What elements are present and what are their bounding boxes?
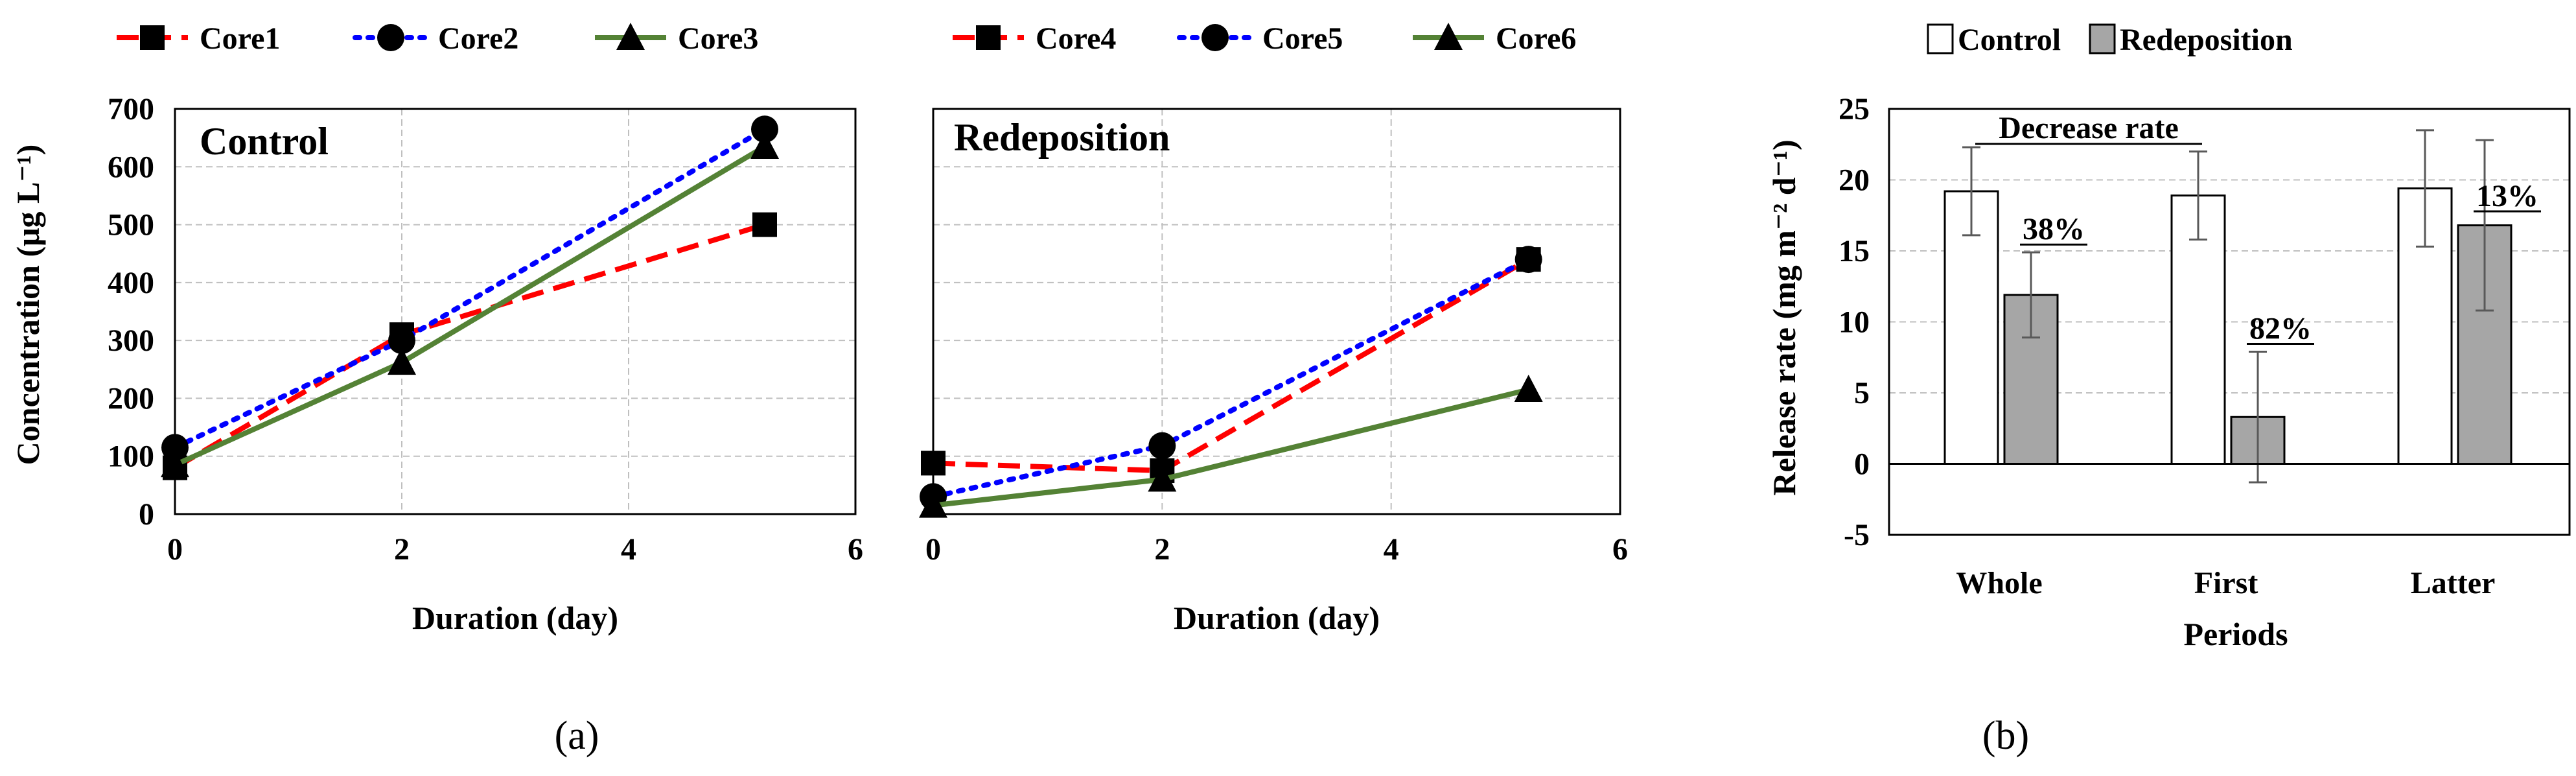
- control-y-tick-label: 700: [108, 92, 154, 126]
- decrease-rate-label: 38%: [2023, 212, 2085, 246]
- core3-legend-label: Core3: [678, 21, 758, 56]
- control-line-chart: 0 2 4 6 0 100 200 300 400 500 600 700 Core1 Core2 Core…: [10, 21, 863, 758]
- control-x-tick-label: 2: [394, 532, 410, 567]
- control-panel-label: Control: [200, 120, 329, 163]
- core3-data-point: [750, 132, 779, 159]
- core4-legend-label: Core4: [1036, 21, 1116, 56]
- bar-y-tick-label: 5: [1854, 376, 1870, 410]
- bar-y-tick-label: 0: [1854, 447, 1870, 482]
- control-x-axis-title: Duration (day): [412, 600, 618, 636]
- core2-legend-marker: [377, 24, 404, 51]
- redeposition-panel-label: Redeposition: [954, 116, 1170, 159]
- bar-y-axis-title: Release rate (mg m⁻² d⁻¹): [1766, 139, 1802, 495]
- control-x-tick-label: 4: [621, 532, 636, 567]
- redeposition-x-axis-title: Duration (day): [1174, 600, 1380, 636]
- bar-y-tick-label: 10: [1839, 305, 1870, 340]
- caption-b: (b): [1982, 714, 2029, 758]
- control-y-tick-label: 600: [108, 150, 154, 184]
- bar-y-tick-label: -5: [1844, 518, 1870, 552]
- control-y-tick-label: 0: [139, 497, 154, 532]
- bar-y-tick-label: 25: [1839, 92, 1870, 126]
- bar-plot-frame: [1888, 108, 2571, 536]
- control-y-tick-label: 100: [108, 440, 154, 474]
- redeposition-x-tick-label: 0: [925, 532, 941, 567]
- bar-x-axis-title: Periods: [2183, 616, 2288, 652]
- redeposition-x-tick-label: 4: [1384, 532, 1399, 567]
- bar-y-tick-label: 15: [1839, 234, 1870, 268]
- control-y-tick-label: 300: [108, 323, 154, 358]
- core6-legend-marker: [1434, 23, 1463, 50]
- core2-data-point: [751, 115, 778, 143]
- core6-data-point: [1148, 464, 1177, 492]
- control-y-axis-title: Concentration (μg L⁻¹): [10, 145, 46, 465]
- decrease-rate-label: 82%: [2249, 311, 2312, 346]
- redeposition-line-chart: 0 2 4 6 Core4 Core5 Core6 Redeposition Duratio…: [919, 21, 1628, 636]
- redeposition-legend-swatch: [2089, 23, 2116, 54]
- core5-legend-marker: [1201, 24, 1229, 51]
- core2-legend-label: Core2: [438, 21, 518, 56]
- core5-data-point: [1514, 246, 1542, 274]
- redeposition-x-tick-label: 2: [1154, 532, 1170, 567]
- decrease-rate-label: 13%: [2476, 179, 2538, 213]
- core3-data-point: [388, 347, 416, 375]
- core5-legend-label: Core5: [1262, 21, 1343, 56]
- control-x-tick-label: 0: [167, 532, 183, 567]
- core4-legend-marker: [976, 25, 1001, 50]
- redeposition-plot-frame: [932, 108, 1621, 515]
- redeposition-x-tick-label: 6: [1612, 532, 1628, 567]
- bar-y-tick-label: 20: [1839, 163, 1870, 198]
- release-rate-bar-chart: 38% 82% 13% Decrease rate -5 0 5 10 15 20 25 Whole…: [1766, 23, 2571, 758]
- decrease-rate-title: Decrease rate: [1999, 111, 2179, 145]
- bar-category-label: First: [2194, 566, 2258, 600]
- core6-data-point: [1514, 375, 1543, 403]
- core1-data-point: [752, 212, 777, 237]
- caption-a: (a): [555, 714, 599, 758]
- bar-category-label: Latter: [2411, 566, 2496, 600]
- control-y-tick-label: 400: [108, 266, 154, 300]
- bar-category-label: Whole: [1956, 566, 2042, 600]
- core1-legend-label: Core1: [200, 21, 280, 56]
- control-x-tick-label: 6: [848, 532, 863, 567]
- core1-legend-marker: [140, 25, 165, 50]
- core6-legend-label: Core6: [1496, 21, 1576, 56]
- control-legend-swatch: [1927, 23, 1954, 54]
- control-plot-frame: [174, 108, 857, 515]
- control-y-tick-label: 500: [108, 208, 154, 242]
- core3-legend-marker: [616, 23, 645, 50]
- core2-data-point: [388, 327, 415, 355]
- control-y-tick-label: 200: [108, 381, 154, 416]
- control-legend-label: Control: [1958, 23, 2061, 57]
- redeposition-legend-label: Redeposition: [2120, 23, 2293, 57]
- core5-data-point: [1148, 432, 1176, 460]
